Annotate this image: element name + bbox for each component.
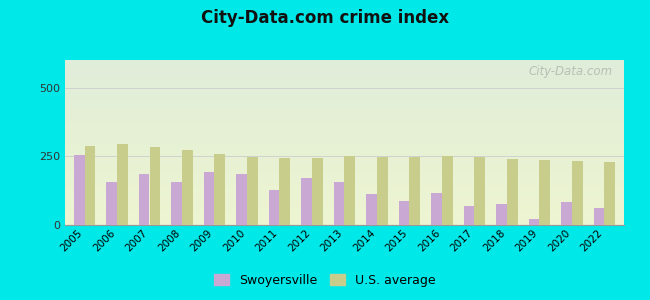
Bar xyxy=(474,157,485,225)
Text: City-Data.com crime index: City-Data.com crime index xyxy=(201,9,449,27)
Bar xyxy=(269,190,280,225)
Bar xyxy=(280,158,290,225)
Bar xyxy=(529,219,539,225)
Bar xyxy=(117,144,127,225)
Bar xyxy=(312,158,322,225)
Legend: Swoyersville, U.S. average: Swoyersville, U.S. average xyxy=(211,270,439,291)
Bar xyxy=(214,154,225,225)
Bar xyxy=(301,178,312,225)
Bar xyxy=(344,156,355,225)
Bar xyxy=(106,182,117,225)
Bar xyxy=(410,157,420,225)
Bar xyxy=(171,182,182,225)
Bar xyxy=(150,147,160,225)
Bar xyxy=(540,160,550,225)
Bar xyxy=(377,157,387,225)
Bar xyxy=(237,174,247,225)
Bar xyxy=(593,208,604,225)
Bar xyxy=(203,172,214,225)
Bar xyxy=(334,182,345,225)
Bar xyxy=(247,157,257,225)
Bar xyxy=(138,174,150,225)
Bar xyxy=(507,159,517,225)
Bar xyxy=(497,203,507,225)
Bar xyxy=(561,202,572,225)
Bar xyxy=(604,162,615,225)
Bar xyxy=(84,146,95,225)
Bar xyxy=(182,150,192,225)
Bar xyxy=(432,193,442,225)
Bar xyxy=(74,155,85,225)
Bar xyxy=(463,206,474,225)
Bar xyxy=(367,194,377,225)
Bar xyxy=(442,156,452,225)
Bar xyxy=(572,161,582,225)
Bar xyxy=(398,201,410,225)
Text: City-Data.com: City-Data.com xyxy=(528,65,613,78)
